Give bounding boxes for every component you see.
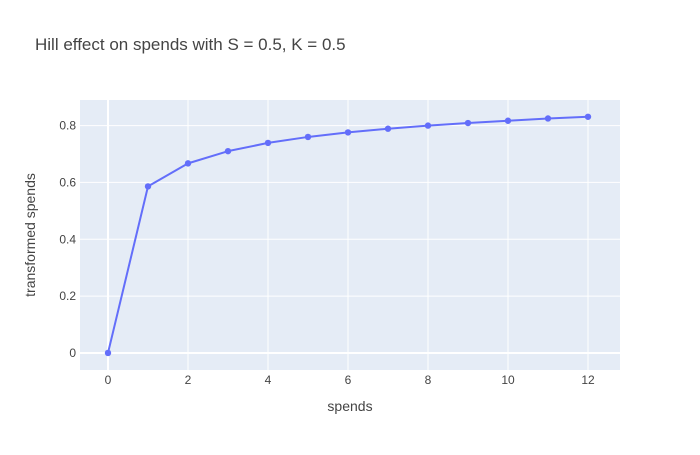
x-axis-title: spends	[327, 398, 372, 414]
x-tick-label: 0	[105, 373, 112, 387]
y-tick-label: 0	[69, 346, 76, 360]
series-point	[104, 349, 112, 357]
x-tick-label: 8	[425, 373, 432, 387]
chart-title: Hill effect on spends with S = 0.5, K = …	[35, 35, 346, 54]
y-tick-label: 0.4	[59, 232, 76, 246]
series-point	[504, 117, 512, 124]
x-tick-label: 2	[185, 373, 192, 387]
series-point	[304, 133, 312, 141]
series-layer	[104, 113, 592, 357]
series-point	[464, 119, 472, 127]
series-point	[544, 115, 552, 122]
x-tick-label: 4	[265, 373, 272, 387]
series-point	[424, 122, 432, 129]
y-tick-label: 0.8	[59, 119, 76, 133]
series-point	[224, 147, 232, 155]
x-tick-label: 6	[345, 373, 352, 387]
series-point	[144, 183, 152, 190]
series-point	[184, 160, 192, 167]
series-point	[344, 129, 352, 136]
series-point	[584, 113, 592, 120]
series-point	[384, 125, 392, 132]
x-tick-label: 10	[501, 373, 515, 387]
y-tick-label: 0.2	[59, 289, 76, 303]
y-tick-label: 0.6	[59, 175, 76, 189]
y-axis-title: transformed spends	[22, 173, 38, 297]
plot-area	[80, 100, 620, 370]
x-tick-label: 12	[581, 373, 595, 387]
series-point	[264, 139, 272, 147]
tick-labels: 0 2 4 6 8 10 12 0 0.2 0.4 0.6 0.8	[59, 119, 595, 387]
